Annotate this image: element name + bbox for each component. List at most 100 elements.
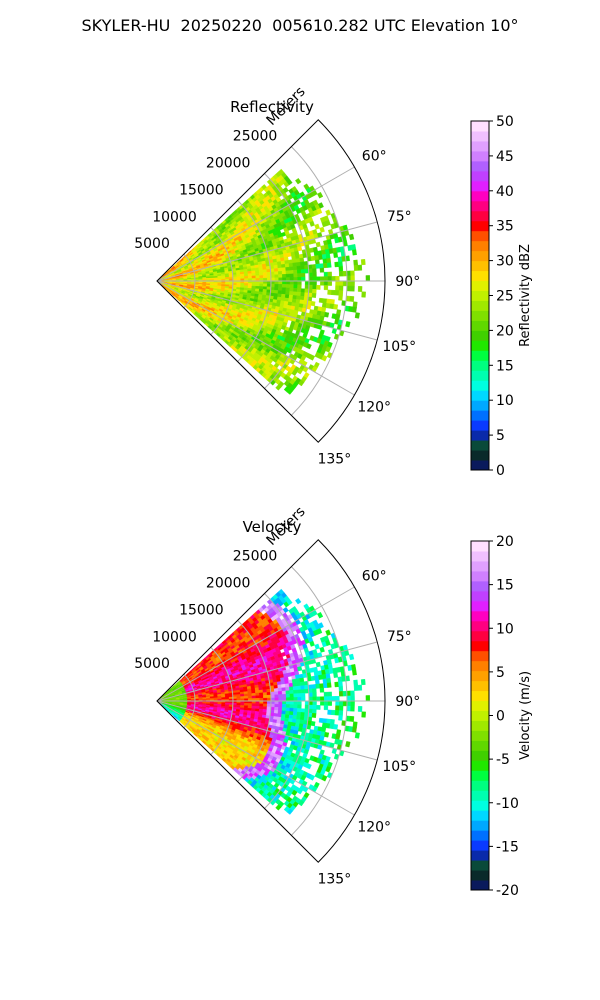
- field-cell: [247, 275, 253, 279]
- field-cell: [285, 266, 290, 272]
- field-cell: [353, 264, 359, 271]
- field-cell: [326, 262, 332, 268]
- field-cell: [323, 271, 329, 277]
- field-cell: [277, 710, 283, 715]
- reflectivity-panel: Reflectivity500010000150002000025000Mete…: [134, 84, 533, 479]
- field-cell: [326, 718, 332, 725]
- field-cell: [335, 695, 340, 702]
- field-cell: [320, 280, 325, 286]
- field-cell: [274, 703, 279, 708]
- field-cell: [350, 270, 355, 277]
- field-cell: [285, 270, 291, 275]
- field-cell: [353, 679, 359, 686]
- field-cell: [259, 692, 264, 696]
- colorbar-segment: [471, 440, 489, 451]
- field-cell: [285, 693, 291, 698]
- field-cell: [315, 661, 321, 668]
- field-cell: [298, 379, 305, 387]
- field-cell: [314, 643, 320, 650]
- field-cell: [262, 272, 268, 276]
- field-cell: [255, 270, 260, 274]
- field-cell: [312, 284, 317, 290]
- field-cell: [325, 673, 331, 679]
- field-cell: [319, 226, 325, 233]
- data-field: [156, 168, 371, 395]
- azimuth-gridline: [156, 166, 355, 282]
- field-cell: [274, 694, 279, 699]
- colorbar-tick-label: 10: [496, 393, 514, 409]
- colorbar-tick-label: 25: [496, 289, 514, 305]
- field-cell: [293, 707, 298, 713]
- field-cell: [311, 712, 317, 718]
- field-cell: [281, 267, 287, 272]
- field-cell: [338, 686, 344, 692]
- field-cell: [292, 262, 298, 267]
- field-cell: [292, 686, 298, 691]
- field-cell: [292, 266, 298, 271]
- range-tick-label: 20000: [206, 156, 251, 172]
- field-cell: [292, 711, 298, 716]
- field-cell: [319, 263, 324, 269]
- field-cell: [339, 280, 344, 287]
- field-cell: [360, 678, 366, 686]
- field-cell: [263, 703, 268, 708]
- field-cell: [357, 706, 363, 712]
- field-cell: [350, 280, 355, 287]
- field-cell: [285, 686, 290, 692]
- field-cell: [327, 280, 333, 286]
- field-cell: [297, 704, 302, 709]
- field-cell: [295, 598, 302, 605]
- field-cell: [312, 272, 317, 278]
- field-cell: [300, 689, 306, 694]
- field-cell: [310, 721, 316, 727]
- field-cell: [315, 683, 321, 689]
- field-cell: [277, 290, 283, 295]
- azimuth-tick-label: 90°: [395, 274, 420, 290]
- field-cell: [338, 705, 344, 711]
- field-cell: [285, 690, 291, 695]
- field-cell: [331, 709, 336, 716]
- field-cell: [296, 295, 301, 301]
- field-cell: [338, 691, 344, 697]
- field-cell: [300, 265, 305, 270]
- field-cell: [297, 276, 302, 282]
- field-cell: [300, 269, 306, 274]
- field-cell: [339, 700, 344, 707]
- field-cell: [255, 692, 260, 697]
- field-cell: [255, 272, 260, 277]
- field-cell: [315, 263, 321, 269]
- field-cell: [281, 690, 287, 695]
- field-cell: [323, 696, 329, 702]
- field-cell: [338, 285, 344, 291]
- field-cell: [299, 257, 305, 263]
- field-cell: [350, 695, 355, 702]
- field-cell: [285, 704, 291, 709]
- field-cell: [333, 304, 339, 310]
- field-cell: [334, 681, 340, 688]
- field-cell: [325, 629, 332, 636]
- field-cell: [259, 272, 264, 276]
- field-cell: [286, 598, 293, 606]
- field-cell: [312, 280, 317, 286]
- field-cell: [325, 253, 331, 259]
- field-cell: [296, 288, 302, 293]
- colorbar-segment: [471, 190, 489, 202]
- field-cell: [304, 700, 310, 706]
- field-cell: [289, 280, 294, 285]
- colorbar-segment: [471, 130, 489, 142]
- field-cell: [312, 276, 317, 282]
- field-cell: [333, 724, 339, 730]
- field-cell: [263, 694, 268, 699]
- azimuth-tick-label: 60°: [362, 149, 387, 165]
- field-cell: [281, 263, 286, 269]
- field-cell: [282, 700, 287, 705]
- colorbar-segment: [471, 310, 489, 321]
- field-cell: [351, 306, 357, 313]
- field-cell: [282, 280, 287, 285]
- range-tick-label: 25000: [233, 129, 278, 145]
- field-cell: [312, 268, 317, 274]
- field-cell: [336, 309, 342, 316]
- field-cell: [335, 280, 340, 287]
- field-cell: [300, 288, 306, 293]
- colorbar-tick-label: 40: [496, 184, 514, 200]
